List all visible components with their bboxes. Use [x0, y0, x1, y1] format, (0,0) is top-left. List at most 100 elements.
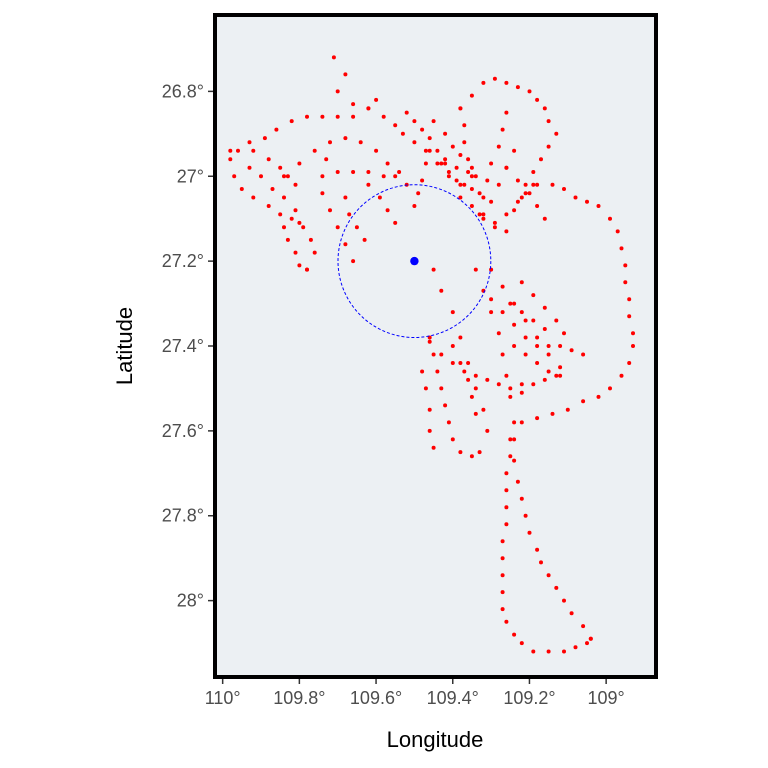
- track-point: [427, 148, 432, 153]
- panel-background: [215, 15, 656, 677]
- track-point: [585, 641, 589, 646]
- track-point: [469, 204, 474, 208]
- track-point: [427, 136, 432, 141]
- track-point: [546, 119, 551, 124]
- track-point: [228, 148, 233, 153]
- track-point: [320, 191, 325, 196]
- track-point: [293, 182, 298, 187]
- track-point: [312, 250, 317, 255]
- track-point: [512, 632, 517, 637]
- track-point: [500, 607, 505, 612]
- track-point: [297, 263, 302, 268]
- track-point: [450, 144, 455, 149]
- track-point: [331, 55, 336, 60]
- track-point: [546, 344, 551, 348]
- track-point: [393, 123, 398, 128]
- track-point: [439, 161, 444, 166]
- track-point: [512, 148, 517, 153]
- track-point: [527, 191, 532, 196]
- track-point: [236, 148, 240, 153]
- track-point: [458, 195, 463, 200]
- track-point: [416, 191, 421, 196]
- track-point: [523, 182, 528, 187]
- x-tick-label: 109°: [588, 688, 625, 708]
- track-point: [535, 335, 540, 340]
- track-point: [504, 471, 509, 476]
- track-point: [504, 619, 509, 624]
- track-point: [558, 373, 563, 378]
- track-point: [558, 344, 563, 348]
- track-point: [573, 195, 578, 200]
- track-point: [623, 280, 628, 285]
- track-point: [508, 437, 513, 442]
- track-point: [504, 110, 509, 115]
- track-point: [546, 144, 551, 149]
- track-point: [519, 496, 524, 501]
- track-point: [381, 174, 386, 179]
- track-point: [247, 140, 252, 145]
- track-point: [542, 377, 547, 382]
- track-point: [343, 195, 348, 200]
- track-point: [262, 136, 267, 141]
- track-point: [519, 382, 524, 387]
- track-point: [259, 174, 263, 179]
- track-point: [581, 352, 586, 357]
- track-point: [539, 560, 543, 565]
- track-point: [423, 161, 428, 166]
- track-point: [466, 157, 471, 162]
- track-point: [351, 102, 356, 107]
- track-point: [469, 394, 474, 399]
- y-axis-title: Latitude: [112, 307, 137, 385]
- track-point: [504, 229, 509, 234]
- track-point: [531, 293, 536, 298]
- track-point: [431, 445, 436, 450]
- track-point: [469, 454, 474, 459]
- track-point: [523, 318, 528, 323]
- track-point: [366, 182, 371, 187]
- track-point: [439, 352, 444, 357]
- track-point: [535, 97, 540, 102]
- track-point: [366, 170, 371, 174]
- y-axis-ticks: 26.8° 27° 27.2° 27.4° 27.6° 27.8° 28°: [162, 81, 213, 611]
- track-point: [531, 182, 536, 187]
- track-point: [481, 212, 486, 217]
- track-point: [489, 297, 494, 302]
- x-tick-label: 110°: [205, 688, 241, 708]
- track-point: [546, 573, 551, 578]
- track-point: [297, 220, 302, 225]
- track-point: [519, 310, 524, 315]
- y-tick-label: 26.8°: [162, 81, 204, 101]
- track-point: [335, 114, 340, 119]
- track-point: [508, 394, 513, 399]
- track-point: [335, 89, 340, 94]
- track-point: [377, 195, 382, 200]
- track-point: [328, 208, 332, 213]
- track-point: [615, 229, 620, 234]
- track-point: [466, 377, 471, 382]
- track-point: [400, 131, 405, 136]
- track-point: [232, 174, 237, 179]
- track-point: [266, 157, 271, 162]
- track-point: [431, 119, 436, 124]
- track-point: [562, 331, 566, 336]
- track-point: [466, 170, 471, 174]
- track-point: [477, 191, 482, 196]
- track-point: [282, 174, 286, 179]
- track-point: [324, 157, 329, 162]
- track-point: [473, 174, 478, 179]
- track-point: [450, 310, 455, 315]
- track-point: [608, 386, 612, 391]
- track-point: [343, 242, 348, 247]
- track-point: [504, 212, 509, 217]
- track-point: [450, 344, 455, 348]
- track-point: [562, 598, 566, 603]
- track-point: [512, 301, 517, 306]
- y-tick-label: 28°: [177, 591, 204, 611]
- track-point: [481, 407, 486, 412]
- track-point: [420, 369, 425, 374]
- track-point: [454, 165, 459, 170]
- track-point: [469, 174, 474, 179]
- track-point: [489, 310, 494, 315]
- track-point: [446, 170, 451, 174]
